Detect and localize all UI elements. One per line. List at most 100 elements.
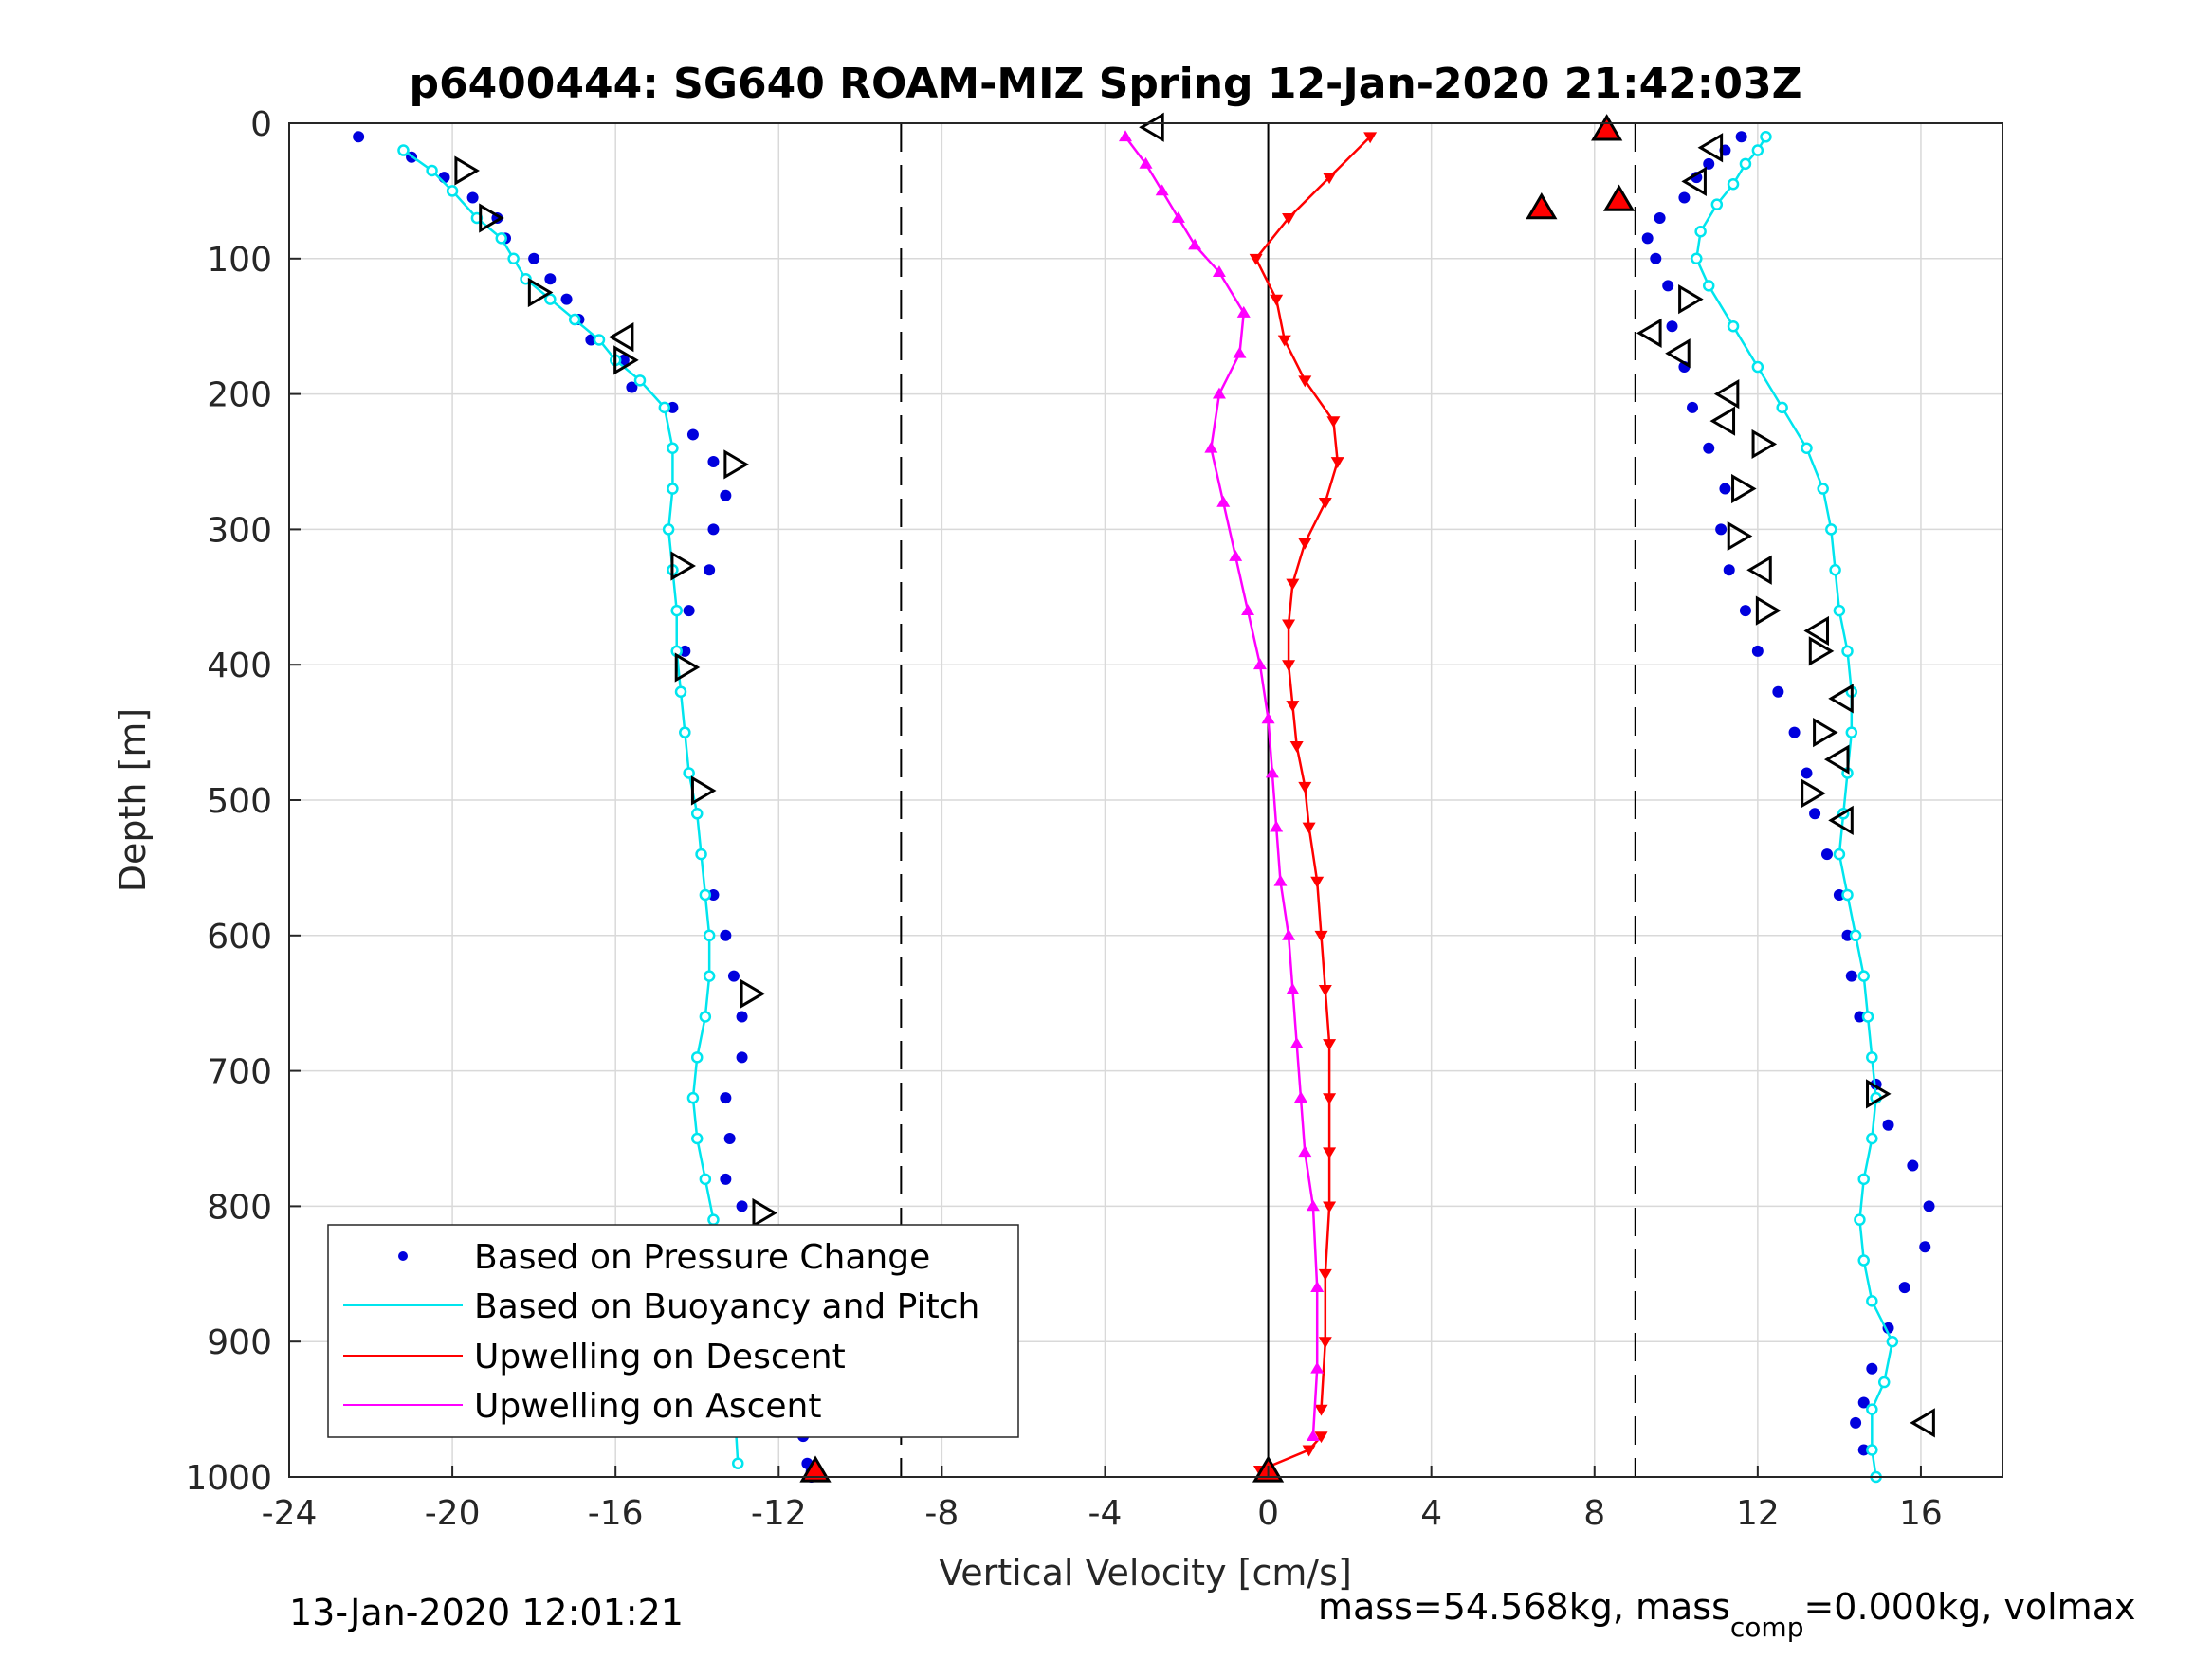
descent-point xyxy=(1277,335,1291,347)
buoyancy-point xyxy=(1866,1295,1878,1307)
y-tick-label: 0 xyxy=(250,105,272,144)
x-tick-label: 4 xyxy=(1420,1494,1442,1533)
left-triangle-marker xyxy=(608,322,634,353)
ascent-point xyxy=(1229,549,1243,561)
x-tick-label: 0 xyxy=(1257,1494,1279,1533)
pressure-point xyxy=(1919,1241,1931,1253)
ascent-point xyxy=(1212,265,1226,277)
buoyancy-point xyxy=(1861,1011,1874,1023)
x-tick-label: -24 xyxy=(262,1494,318,1533)
y-tick-label: 700 xyxy=(207,1053,272,1092)
series-line-1-b xyxy=(1695,136,1894,1478)
ascent-point xyxy=(1252,658,1267,670)
pressure-point xyxy=(1788,726,1801,738)
pressure-point xyxy=(1654,211,1666,224)
y-tick-label: 1000 xyxy=(185,1459,272,1498)
pressure-point xyxy=(1739,605,1751,617)
buoyancy-point xyxy=(699,1173,712,1186)
pressure-point xyxy=(1703,442,1715,454)
buoyancy-point xyxy=(670,604,683,617)
buoyancy-point xyxy=(1845,726,1858,738)
pressure-point xyxy=(1650,252,1662,264)
descent-point xyxy=(1286,701,1300,713)
buoyancy-point xyxy=(446,185,459,197)
ascent-point xyxy=(1310,1281,1325,1292)
left-triangle-marker xyxy=(1910,1408,1935,1438)
buoyancy-point xyxy=(1849,929,1862,942)
pressure-point xyxy=(560,293,573,305)
pressure-point xyxy=(1857,1396,1870,1409)
descent-point xyxy=(1310,876,1325,888)
pressure-point xyxy=(1735,131,1747,143)
pressure-point xyxy=(707,523,720,536)
buoyancy-point xyxy=(667,442,679,454)
buoyancy-point xyxy=(397,144,410,156)
descent-point xyxy=(1323,1147,1337,1159)
data-layer xyxy=(353,130,1935,1484)
ascent-point xyxy=(1306,1430,1320,1442)
descent-point xyxy=(1323,1201,1337,1213)
descent-point xyxy=(1270,294,1284,306)
right-triangle-marker xyxy=(1813,717,1838,748)
buoyancy-point xyxy=(1857,1254,1870,1267)
buoyancy-point xyxy=(1710,198,1724,210)
apogee-triangle-marker xyxy=(1526,192,1558,220)
x-tick-label: -16 xyxy=(588,1494,644,1533)
legend-swatch-pressure xyxy=(398,1251,408,1261)
buoyancy-point xyxy=(674,685,687,699)
descent-point xyxy=(1330,457,1344,468)
x-tick-label: -20 xyxy=(425,1494,481,1533)
ascent-point xyxy=(1289,1037,1304,1048)
buoyancy-point xyxy=(662,523,675,536)
descent-point xyxy=(1323,1039,1337,1051)
descent-point xyxy=(1314,1431,1328,1444)
ascent-point xyxy=(1236,305,1251,318)
event-markers xyxy=(454,112,1935,1483)
legend-label-ascent: Upwelling on Ascent xyxy=(474,1387,821,1426)
descent-point xyxy=(1282,660,1296,672)
apogee-triangle-marker xyxy=(799,1455,832,1483)
ascent-point xyxy=(1310,1361,1325,1374)
footer-mass-sub: comp xyxy=(1730,1612,1804,1643)
y-tick-label: 500 xyxy=(207,782,272,821)
buoyancy-point xyxy=(703,929,716,942)
x-tick-label: -8 xyxy=(924,1494,959,1533)
right-triangle-marker xyxy=(1866,1079,1892,1109)
pressure-point xyxy=(1678,191,1691,204)
pressure-point xyxy=(1719,483,1731,495)
right-triangle-marker xyxy=(752,1197,778,1229)
x-tick-label: -4 xyxy=(1088,1494,1123,1533)
left-triangle-marker xyxy=(1803,615,1829,647)
left-triangle-marker xyxy=(1697,133,1724,163)
buoyancy-point xyxy=(1866,1444,1878,1456)
ascent-point xyxy=(1139,156,1153,169)
y-tick-label: 200 xyxy=(207,376,272,415)
ascent-point xyxy=(1298,1145,1312,1158)
descent-point xyxy=(1323,173,1337,185)
buoyancy-point xyxy=(1841,888,1854,902)
pressure-point xyxy=(720,1173,732,1185)
y-tick-label: 300 xyxy=(207,511,272,550)
left-triangle-marker xyxy=(1709,406,1736,436)
descent-point xyxy=(1298,375,1312,388)
buoyancy-point xyxy=(686,1091,700,1104)
buoyancy-point xyxy=(1776,401,1788,414)
buoyancy-point xyxy=(1886,1335,1899,1348)
pressure-point xyxy=(1845,970,1857,982)
pressure-point xyxy=(667,401,679,413)
descent-point xyxy=(1302,1445,1316,1457)
buoyancy-point xyxy=(1866,1403,1878,1415)
pressure-point xyxy=(1841,929,1854,941)
pressure-point xyxy=(704,564,716,576)
pressure-point xyxy=(1666,320,1678,333)
buoyancy-point xyxy=(1877,1376,1891,1389)
descent-point xyxy=(1286,578,1300,591)
buoyancy-point xyxy=(690,1051,704,1064)
buoyancy-point xyxy=(699,1011,712,1023)
right-triangle-marker xyxy=(670,551,696,581)
ascent-point xyxy=(1306,1199,1320,1212)
buoyancy-point xyxy=(1760,131,1772,143)
buoyancy-point xyxy=(593,334,606,346)
pressure-point xyxy=(727,970,740,982)
right-triangle-marker xyxy=(1751,428,1778,460)
